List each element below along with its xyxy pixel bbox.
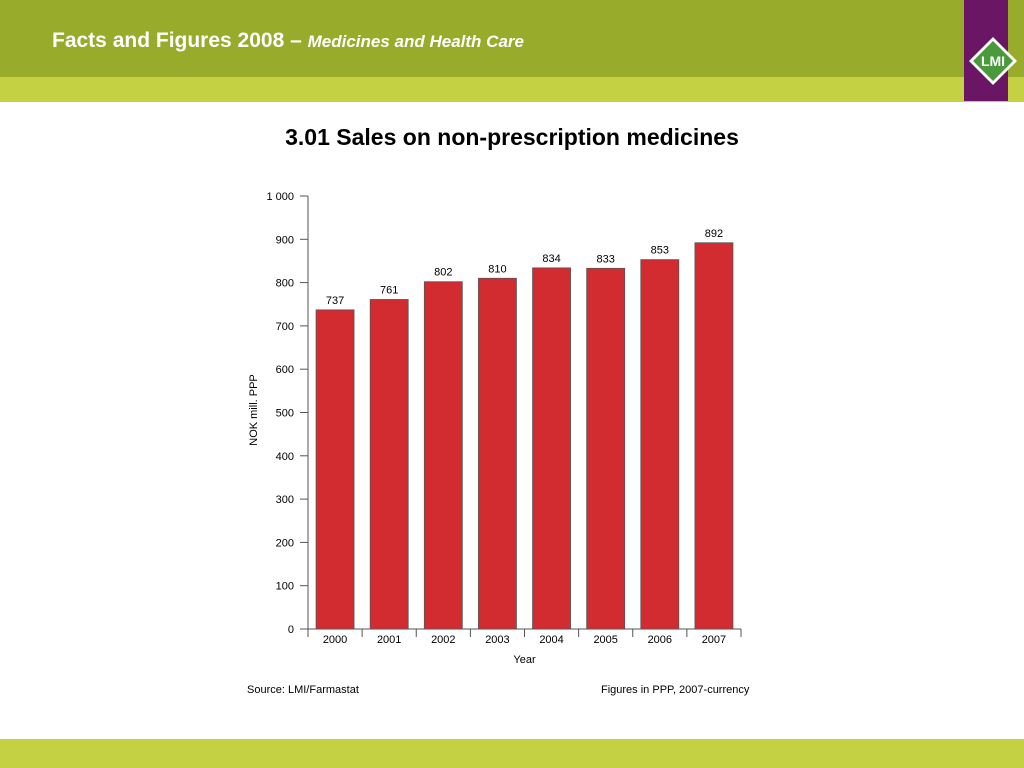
bar bbox=[369, 299, 409, 630]
chart-title: 3.01 Sales on non-prescription medicines bbox=[285, 124, 739, 150]
y-tick-label: 0 bbox=[288, 624, 294, 636]
x-axis-label: Year bbox=[513, 654, 536, 666]
bar bbox=[586, 267, 626, 630]
header-band bbox=[0, 0, 1024, 77]
bar-value-label: 853 bbox=[651, 245, 669, 257]
bar bbox=[532, 267, 571, 630]
header-title-text: Facts and Figures 2008 – bbox=[52, 29, 302, 52]
source-note: Source: LMI/Farmastat bbox=[247, 684, 359, 696]
bar bbox=[423, 281, 463, 630]
bar-value-label: 737 bbox=[326, 295, 344, 307]
bar bbox=[694, 242, 734, 630]
bar-value-label: 833 bbox=[597, 253, 615, 265]
y-tick-label: 200 bbox=[276, 537, 294, 549]
header-title: Facts and Figures 2008 – Medicines and H… bbox=[52, 29, 524, 53]
y-tick-label: 900 bbox=[276, 234, 294, 246]
x-tick-label: 2000 bbox=[323, 634, 347, 646]
currency-note: Figures in PPP, 2007-currency bbox=[601, 684, 750, 696]
y-tick-label: 1 000 bbox=[266, 191, 294, 203]
y-tick-label: 700 bbox=[276, 321, 294, 333]
logo-text: LMI bbox=[981, 53, 1005, 69]
header-stripe bbox=[0, 77, 1024, 102]
y-tick-label: 400 bbox=[276, 451, 294, 463]
bottom-band bbox=[0, 739, 1024, 768]
y-axis-label: NOK mill. PPP bbox=[248, 374, 260, 446]
bar bbox=[315, 309, 355, 630]
bar-value-label: 834 bbox=[542, 253, 560, 265]
x-tick-label: 2005 bbox=[593, 634, 617, 646]
x-tick-label: 2003 bbox=[485, 634, 509, 646]
header-subtitle: Medicines and Health Care bbox=[307, 32, 524, 51]
bar-value-label: 802 bbox=[434, 267, 452, 279]
bar-value-label: 761 bbox=[380, 284, 398, 296]
bar-value-label: 810 bbox=[488, 263, 506, 275]
x-tick-label: 2001 bbox=[377, 634, 401, 646]
lmi-logo-icon: LMI bbox=[969, 37, 1017, 85]
x-tick-label: 2007 bbox=[702, 634, 726, 646]
x-tick-label: 2002 bbox=[431, 634, 455, 646]
bar bbox=[640, 259, 680, 630]
y-tick-label: 600 bbox=[276, 364, 294, 376]
x-tick-label: 2006 bbox=[648, 634, 672, 646]
bar-value-label: 892 bbox=[705, 228, 723, 240]
y-tick-label: 800 bbox=[276, 278, 294, 290]
y-tick-label: 500 bbox=[276, 408, 294, 420]
y-tick-label: 300 bbox=[276, 494, 294, 506]
bar bbox=[478, 277, 517, 630]
y-tick-label: 100 bbox=[276, 581, 294, 593]
x-tick-label: 2004 bbox=[539, 634, 563, 646]
